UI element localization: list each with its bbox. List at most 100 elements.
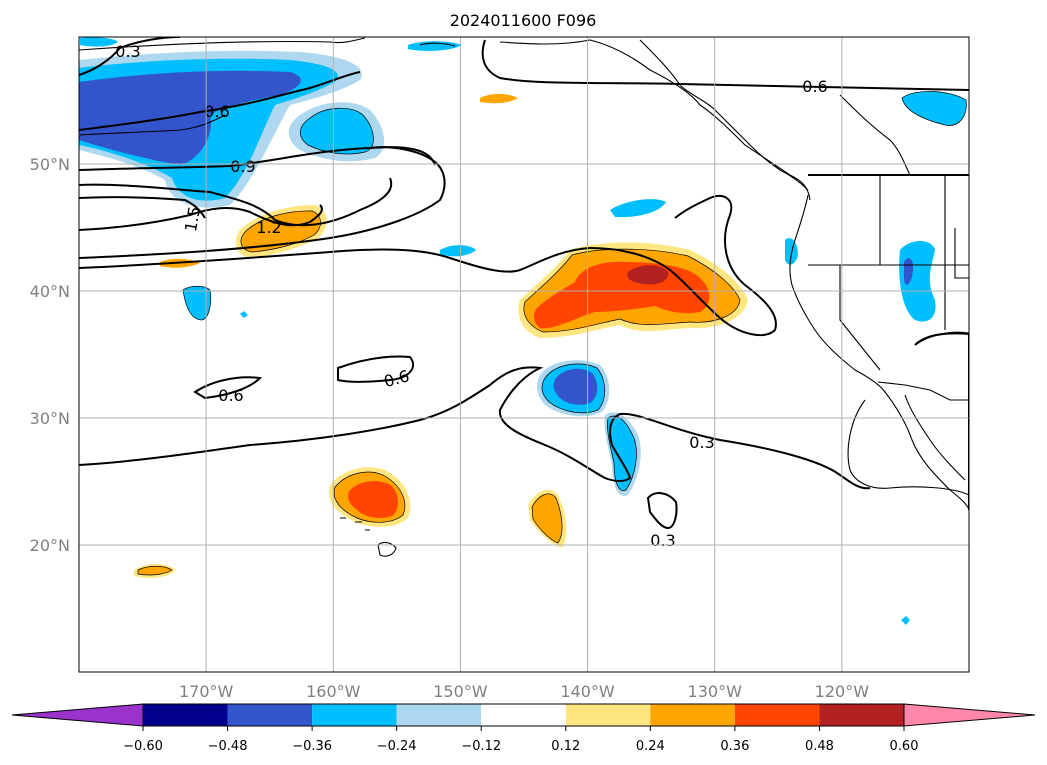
- colorbar-segment: [819, 704, 904, 726]
- colorbar-tick-label: −0.60: [123, 739, 163, 754]
- contour-line: [79, 366, 871, 490]
- map-gridlines: [79, 37, 969, 672]
- colorbar-tick-label: −0.24: [377, 739, 417, 754]
- shade-subtropic-negative: [553, 368, 598, 405]
- contour-line: [193, 376, 263, 400]
- map-title: 2024011600 F096: [450, 11, 597, 30]
- map-panel: 0.3 0.6 0.9 1.2 1.5 0.6 0.6 0.6 0.3 0.3: [78, 36, 970, 673]
- longitude-tick-label: 170°W: [179, 682, 234, 701]
- contour-label: 1.5: [181, 205, 204, 233]
- colorbar-tick-label: 0.60: [890, 739, 919, 754]
- contour-label: 0.9: [230, 157, 255, 176]
- shade-outline-contours: [137, 91, 967, 576]
- colorbar-extend-high: [903, 703, 1036, 727]
- thin-contour: [333, 471, 406, 523]
- colorbar-frame: [142, 703, 905, 727]
- contour-label: 0.6: [802, 77, 827, 96]
- latitude-tick-label: 50°N: [30, 155, 70, 174]
- thin-contour: [137, 565, 173, 576]
- coastline-baja: [904, 394, 966, 481]
- contour-line: [79, 146, 436, 171]
- colorbar-tick-label: 0.12: [551, 739, 580, 754]
- latitude-tick-label: 30°N: [30, 409, 70, 428]
- contour-label: 0.3: [115, 42, 140, 61]
- border-us-mexico: [877, 381, 969, 401]
- shade-small-negative: [408, 41, 462, 51]
- shade-small-negative: [902, 91, 967, 126]
- contour-line: [79, 196, 206, 219]
- contour-line: [79, 37, 181, 76]
- colorbar-segment: [396, 704, 482, 726]
- contour-line: [79, 204, 323, 231]
- contour-label: 0.6: [218, 386, 243, 405]
- colorbar-tick-label: −0.12: [461, 739, 501, 754]
- colorbar-segment: [312, 704, 397, 726]
- longitude-tick-label: 140°W: [560, 682, 615, 701]
- latitude-tick-label: 40°N: [30, 282, 70, 301]
- longitude-tick-labels: 170°W 160°W 150°W 140°W 130°W 120°W: [179, 682, 869, 701]
- contour-line: [337, 355, 415, 383]
- contour-line: [914, 332, 969, 346]
- colorbar-tick-label: 0.24: [636, 739, 665, 754]
- thin-contour: [523, 248, 741, 333]
- line-contours: [79, 37, 969, 530]
- island-hawaii: [340, 517, 370, 531]
- shade-hawaii-positive: [348, 481, 398, 518]
- contour-label: 1.2: [256, 218, 281, 237]
- shade-small-negative: [80, 37, 118, 47]
- longitude-tick-label: 130°W: [688, 682, 743, 701]
- island-small: [419, 42, 456, 47]
- colorbar-extend-low: [11, 703, 144, 727]
- contour-line: [79, 177, 393, 227]
- colorbar-segment: [227, 704, 313, 726]
- coastline-us-west: [789, 194, 969, 511]
- contour-labels: 0.3 0.6 0.9 1.2 1.5 0.6 0.6 0.6 0.3 0.3: [115, 42, 827, 550]
- contour-line: [481, 39, 969, 91]
- colorbar-tick-label: 0.36: [720, 739, 749, 754]
- thin-contour: [182, 285, 212, 321]
- island-hawaii: [377, 541, 397, 557]
- colorbar-tick-label: 0.48: [805, 739, 834, 754]
- longitude-tick-label: 150°W: [433, 682, 488, 701]
- shade-north-pacific-negative: [79, 70, 301, 165]
- colorbar-segment: [650, 704, 735, 726]
- map-frame: [78, 36, 970, 673]
- latitude-tick-label: 20°N: [30, 536, 70, 555]
- shade-small-negative: [440, 245, 476, 257]
- shade-ne-pacific-positive: [627, 265, 669, 285]
- colorbar-segment: [565, 704, 651, 726]
- coastlines: [79, 37, 969, 557]
- shade-small-positive: [480, 93, 518, 104]
- contour-line: [79, 146, 446, 259]
- longitude-tick-label: 120°W: [815, 682, 870, 701]
- shade-tropic-positive: [532, 493, 563, 543]
- thin-contour: [607, 415, 637, 492]
- border-state: [839, 265, 881, 371]
- contour-label: 0.6: [204, 102, 229, 121]
- contour-label: 0.3: [650, 531, 675, 550]
- shade-dot-negative: [240, 311, 248, 318]
- colorbar-segment: [481, 704, 566, 726]
- thin-contour: [300, 107, 374, 155]
- colorbar-tick-label: −0.48: [208, 739, 248, 754]
- thin-contour: [541, 363, 605, 414]
- colorbar-segment: [143, 704, 228, 726]
- longitude-tick-label: 160°W: [306, 682, 361, 701]
- shade-small-negative: [183, 286, 211, 320]
- colorbar-tick-label: −0.36: [292, 739, 332, 754]
- border-state: [954, 228, 969, 279]
- shade-small-negative: [610, 199, 666, 218]
- coastline-british-columbia: [639, 39, 809, 191]
- shade-dot-negative: [901, 616, 910, 625]
- shade-tropic-positive: [138, 566, 172, 575]
- contour-label: 0.3: [689, 433, 714, 452]
- colorbar-segment: [734, 704, 820, 726]
- contour-line: [79, 195, 777, 337]
- shade-gulf-negative: [300, 108, 374, 155]
- thin-contour: [240, 210, 321, 253]
- coastline-alaska: [79, 37, 366, 51]
- thin-contour: [901, 91, 967, 126]
- latitude-tick-labels: 50°N 40°N 30°N 20°N: [30, 155, 70, 555]
- thin-contour: [531, 493, 563, 544]
